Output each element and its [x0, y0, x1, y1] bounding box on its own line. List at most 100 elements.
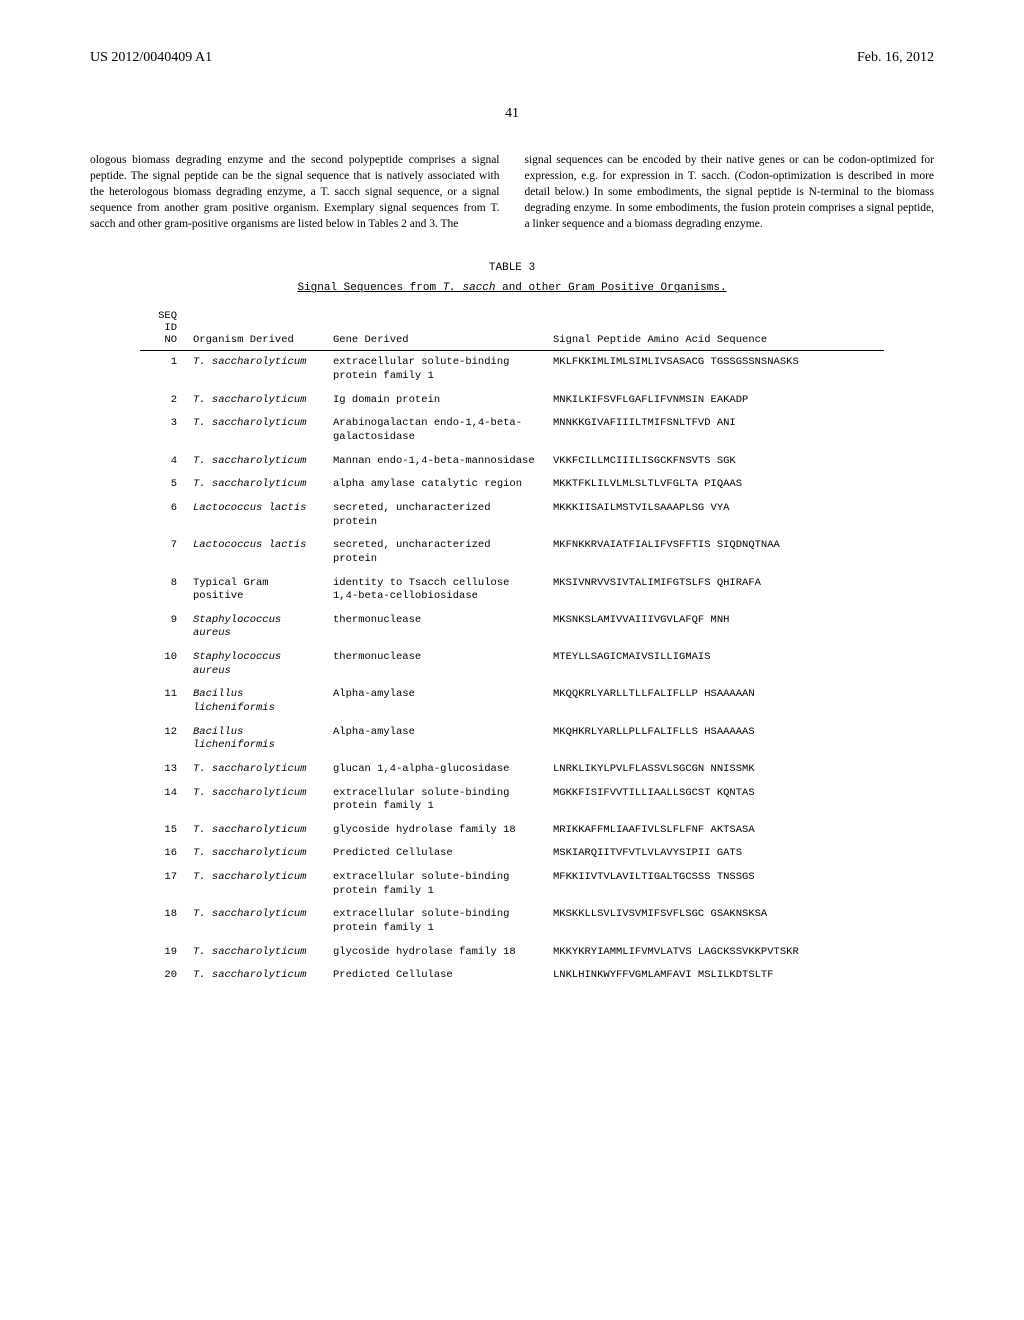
- cell-seq: 18: [140, 903, 185, 940]
- cell-peptide: MTEYLLSAGICMAIVSILLIGMAIS: [545, 646, 884, 683]
- cell-peptide: MGKKFISIFVVTILLIAALLSGCST KQNTAS: [545, 782, 884, 819]
- cell-organism: T. saccharolyticum: [185, 758, 325, 782]
- cell-organism: T. saccharolyticum: [185, 351, 325, 389]
- cell-organism: Staphylococcus aureus: [185, 609, 325, 646]
- cell-organism: T. saccharolyticum: [185, 866, 325, 903]
- cell-gene: Ig domain protein: [325, 389, 545, 413]
- cell-organism: Lactococcus lactis: [185, 534, 325, 571]
- table-row: 10Staphylococcus aureusthermonucleaseMTE…: [140, 646, 884, 683]
- cell-organism: T. saccharolyticum: [185, 903, 325, 940]
- cell-peptide: MFKKIIVTVLAVILTIGALTGCSSS TNSSGS: [545, 866, 884, 903]
- cell-seq: 10: [140, 646, 185, 683]
- table-row: 14T. saccharolyticumextracellular solute…: [140, 782, 884, 819]
- cell-organism: Typical Gram positive: [185, 572, 325, 609]
- table-row: 4T. saccharolyticumMannan endo-1,4-beta-…: [140, 450, 884, 474]
- cell-gene: identity to Tsacch cellulose 1,4-beta-ce…: [325, 572, 545, 609]
- cell-gene: glycoside hydrolase family 18: [325, 819, 545, 843]
- cell-peptide: MKSIVNRVVSIVTALIMIFGTSLFS QHIRAFA: [545, 572, 884, 609]
- cell-organism: T. saccharolyticum: [185, 964, 325, 988]
- table-row: 5T. saccharolyticumalpha amylase catalyt…: [140, 473, 884, 497]
- table-row: 11Bacillus licheniformisAlpha-amylaseMKQ…: [140, 683, 884, 720]
- cell-peptide: LNKLHINKWYFFVGMLAMFAVI MSLILKDTSLTF: [545, 964, 884, 988]
- cell-peptide: VKKFCILLMCIIILISGCKFNSVTS SGK: [545, 450, 884, 474]
- page-number: 41: [90, 106, 934, 122]
- cell-organism: T. saccharolyticum: [185, 941, 325, 965]
- cell-organism: Lactococcus lactis: [185, 497, 325, 534]
- cell-seq: 12: [140, 721, 185, 758]
- publication-number: US 2012/0040409 A1: [90, 50, 212, 66]
- cell-peptide: MRIKKAFFMLIAAFIVLSLFLFNF AKTSASA: [545, 819, 884, 843]
- cell-seq: 11: [140, 683, 185, 720]
- cell-gene: Arabinogalactan endo-1,4-beta-galactosid…: [325, 412, 545, 449]
- cell-peptide: MKFNKKRVAIATFIALIFVSFFTIS SIQDNQTNAA: [545, 534, 884, 571]
- cell-peptide: LNRKLIKYLPVLFLASSVLSGCGN NNISSMK: [545, 758, 884, 782]
- table-header-row: SEQ ID NO Organism Derived Gene Derived …: [140, 306, 884, 351]
- cell-gene: alpha amylase catalytic region: [325, 473, 545, 497]
- cell-peptide: MKLFKKIMLIMLSIMLIVSASACG TGSSGSSNSNASKS: [545, 351, 884, 389]
- table-row: 12Bacillus licheniformisAlpha-amylaseMKQ…: [140, 721, 884, 758]
- cell-organism: T. saccharolyticum: [185, 473, 325, 497]
- cell-seq: 13: [140, 758, 185, 782]
- cell-organism: Bacillus licheniformis: [185, 721, 325, 758]
- cell-organism: Bacillus licheniformis: [185, 683, 325, 720]
- cell-peptide: MNNKKGIVAFIIILTMIFSNLTFVD ANI: [545, 412, 884, 449]
- cell-seq: 7: [140, 534, 185, 571]
- cell-seq: 6: [140, 497, 185, 534]
- cell-organism: T. saccharolyticum: [185, 819, 325, 843]
- cell-peptide: MKSNKSLAMIVVAIIIVGVLAFQF MNH: [545, 609, 884, 646]
- table-row: 18T. saccharolyticumextracellular solute…: [140, 903, 884, 940]
- cell-gene: extracellular solute-binding protein fam…: [325, 903, 545, 940]
- cell-seq: 8: [140, 572, 185, 609]
- cell-peptide: MKKYKRYIAMMLIFVMVLATVS LAGCKSSVKKPVTSKR: [545, 941, 884, 965]
- cell-peptide: MKQHKRLYARLLPLLFALIFLLS HSAAAAAS: [545, 721, 884, 758]
- header-gene: Gene Derived: [325, 306, 545, 351]
- cell-seq: 2: [140, 389, 185, 413]
- header-seq: SEQ ID NO: [140, 306, 185, 351]
- table-row: 9Staphylococcus aureusthermonucleaseMKSN…: [140, 609, 884, 646]
- cell-seq: 5: [140, 473, 185, 497]
- cell-peptide: MNKILKIFSVFLGAFLIFVNMSIN EAKADP: [545, 389, 884, 413]
- table-row: 15T. saccharolyticumglycoside hydrolase …: [140, 819, 884, 843]
- cell-gene: Mannan endo-1,4-beta-mannosidase: [325, 450, 545, 474]
- cell-seq: 4: [140, 450, 185, 474]
- cell-organism: T. saccharolyticum: [185, 782, 325, 819]
- cell-organism: T. saccharolyticum: [185, 389, 325, 413]
- page-header: US 2012/0040409 A1 Feb. 16, 2012: [90, 50, 934, 66]
- cell-seq: 16: [140, 842, 185, 866]
- cell-peptide: MSKIARQIITVFVTLVLAVYSIPII GATS: [545, 842, 884, 866]
- table-row: 16T. saccharolyticumPredicted CellulaseM…: [140, 842, 884, 866]
- table-row: 20T. saccharolyticumPredicted CellulaseL…: [140, 964, 884, 988]
- cell-gene: thermonuclease: [325, 609, 545, 646]
- cell-gene: Predicted Cellulase: [325, 842, 545, 866]
- cell-organism: T. saccharolyticum: [185, 842, 325, 866]
- cell-gene: thermonuclease: [325, 646, 545, 683]
- cell-gene: extracellular solute-binding protein fam…: [325, 866, 545, 903]
- body-right-column: signal sequences can be encoded by their…: [525, 152, 935, 232]
- signal-sequences-table: SEQ ID NO Organism Derived Gene Derived …: [140, 306, 884, 988]
- table-row: 13T. saccharolyticumglucan 1,4-alpha-glu…: [140, 758, 884, 782]
- cell-seq: 14: [140, 782, 185, 819]
- header-organism: Organism Derived: [185, 306, 325, 351]
- cell-seq: 9: [140, 609, 185, 646]
- publication-date: Feb. 16, 2012: [857, 50, 934, 66]
- cell-gene: Alpha-amylase: [325, 721, 545, 758]
- cell-gene: extracellular solute-binding protein fam…: [325, 782, 545, 819]
- cell-seq: 20: [140, 964, 185, 988]
- cell-organism: T. saccharolyticum: [185, 450, 325, 474]
- cell-gene: glycoside hydrolase family 18: [325, 941, 545, 965]
- cell-gene: extracellular solute-binding protein fam…: [325, 351, 545, 389]
- table-row: 19T. saccharolyticumglycoside hydrolase …: [140, 941, 884, 965]
- cell-gene: Predicted Cellulase: [325, 964, 545, 988]
- body-text: ologous biomass degrading enzyme and the…: [90, 152, 934, 232]
- table-label: TABLE 3: [90, 262, 934, 274]
- table-row: 6Lactococcus lactissecreted, uncharacter…: [140, 497, 884, 534]
- cell-gene: secreted, uncharacterized protein: [325, 534, 545, 571]
- cell-gene: secreted, uncharacterized protein: [325, 497, 545, 534]
- cell-seq: 15: [140, 819, 185, 843]
- cell-peptide: MKQQKRLYARLLTLLFALIFLLP HSAAAAAN: [545, 683, 884, 720]
- table-row: 17T. saccharolyticumextracellular solute…: [140, 866, 884, 903]
- table-title: Signal Sequences from T. sacch and other…: [90, 282, 934, 294]
- cell-seq: 17: [140, 866, 185, 903]
- table-container: SEQ ID NO Organism Derived Gene Derived …: [140, 306, 884, 988]
- table-row: 3T. saccharolyticumArabinogalactan endo-…: [140, 412, 884, 449]
